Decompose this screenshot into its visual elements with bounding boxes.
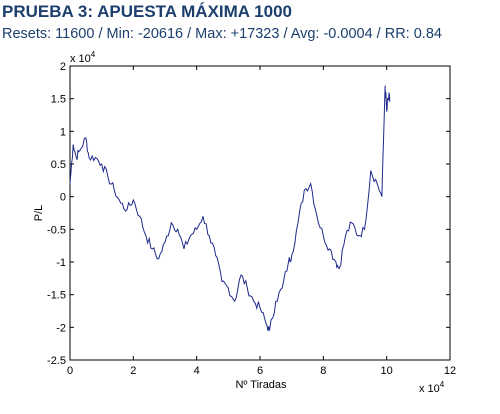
y-tick-label: -2.5 bbox=[47, 355, 66, 367]
x-tick-label: 10 bbox=[381, 365, 393, 377]
x-tick-label: 8 bbox=[320, 365, 326, 377]
x-axis-label: Nº Tiradas bbox=[235, 379, 287, 391]
x-tick-label: 0 bbox=[67, 365, 73, 377]
y-tick-label: 0 bbox=[60, 192, 66, 204]
x-tick-label: 2 bbox=[130, 365, 136, 377]
series-line bbox=[69, 85, 391, 331]
y-tick-label: 1 bbox=[60, 126, 66, 138]
y-tick-label: -1.5 bbox=[47, 290, 66, 302]
x-tick-label: 12 bbox=[444, 365, 456, 377]
y-tick-label: -2 bbox=[56, 322, 66, 334]
chart-stats-subtitle: Resets: 11600 / Min: -20616 / Max: +1732… bbox=[2, 26, 442, 42]
y-tick-label: 0.5 bbox=[51, 159, 66, 171]
y-tick-label: -1 bbox=[56, 257, 66, 269]
y-tick-label: -0.5 bbox=[47, 224, 66, 236]
plot-area-frame bbox=[69, 65, 451, 361]
svg-text:x 104: x 104 bbox=[419, 380, 445, 395]
y-exponent-label: x 104 bbox=[70, 50, 96, 65]
chart-title-heading: PRUEBA 3: APUESTA MÁXIMA 1000 bbox=[2, 2, 292, 21]
x-tick-label: 6 bbox=[257, 365, 263, 377]
y-tick-label: 2 bbox=[60, 61, 66, 73]
y-axis-label: P/L bbox=[33, 205, 45, 222]
svg-text:x 104: x 104 bbox=[70, 50, 96, 65]
y-tick-label: 1.5 bbox=[51, 94, 66, 106]
x-exponent-label: x 104 bbox=[419, 380, 445, 395]
x-tick-label: 4 bbox=[194, 365, 200, 377]
